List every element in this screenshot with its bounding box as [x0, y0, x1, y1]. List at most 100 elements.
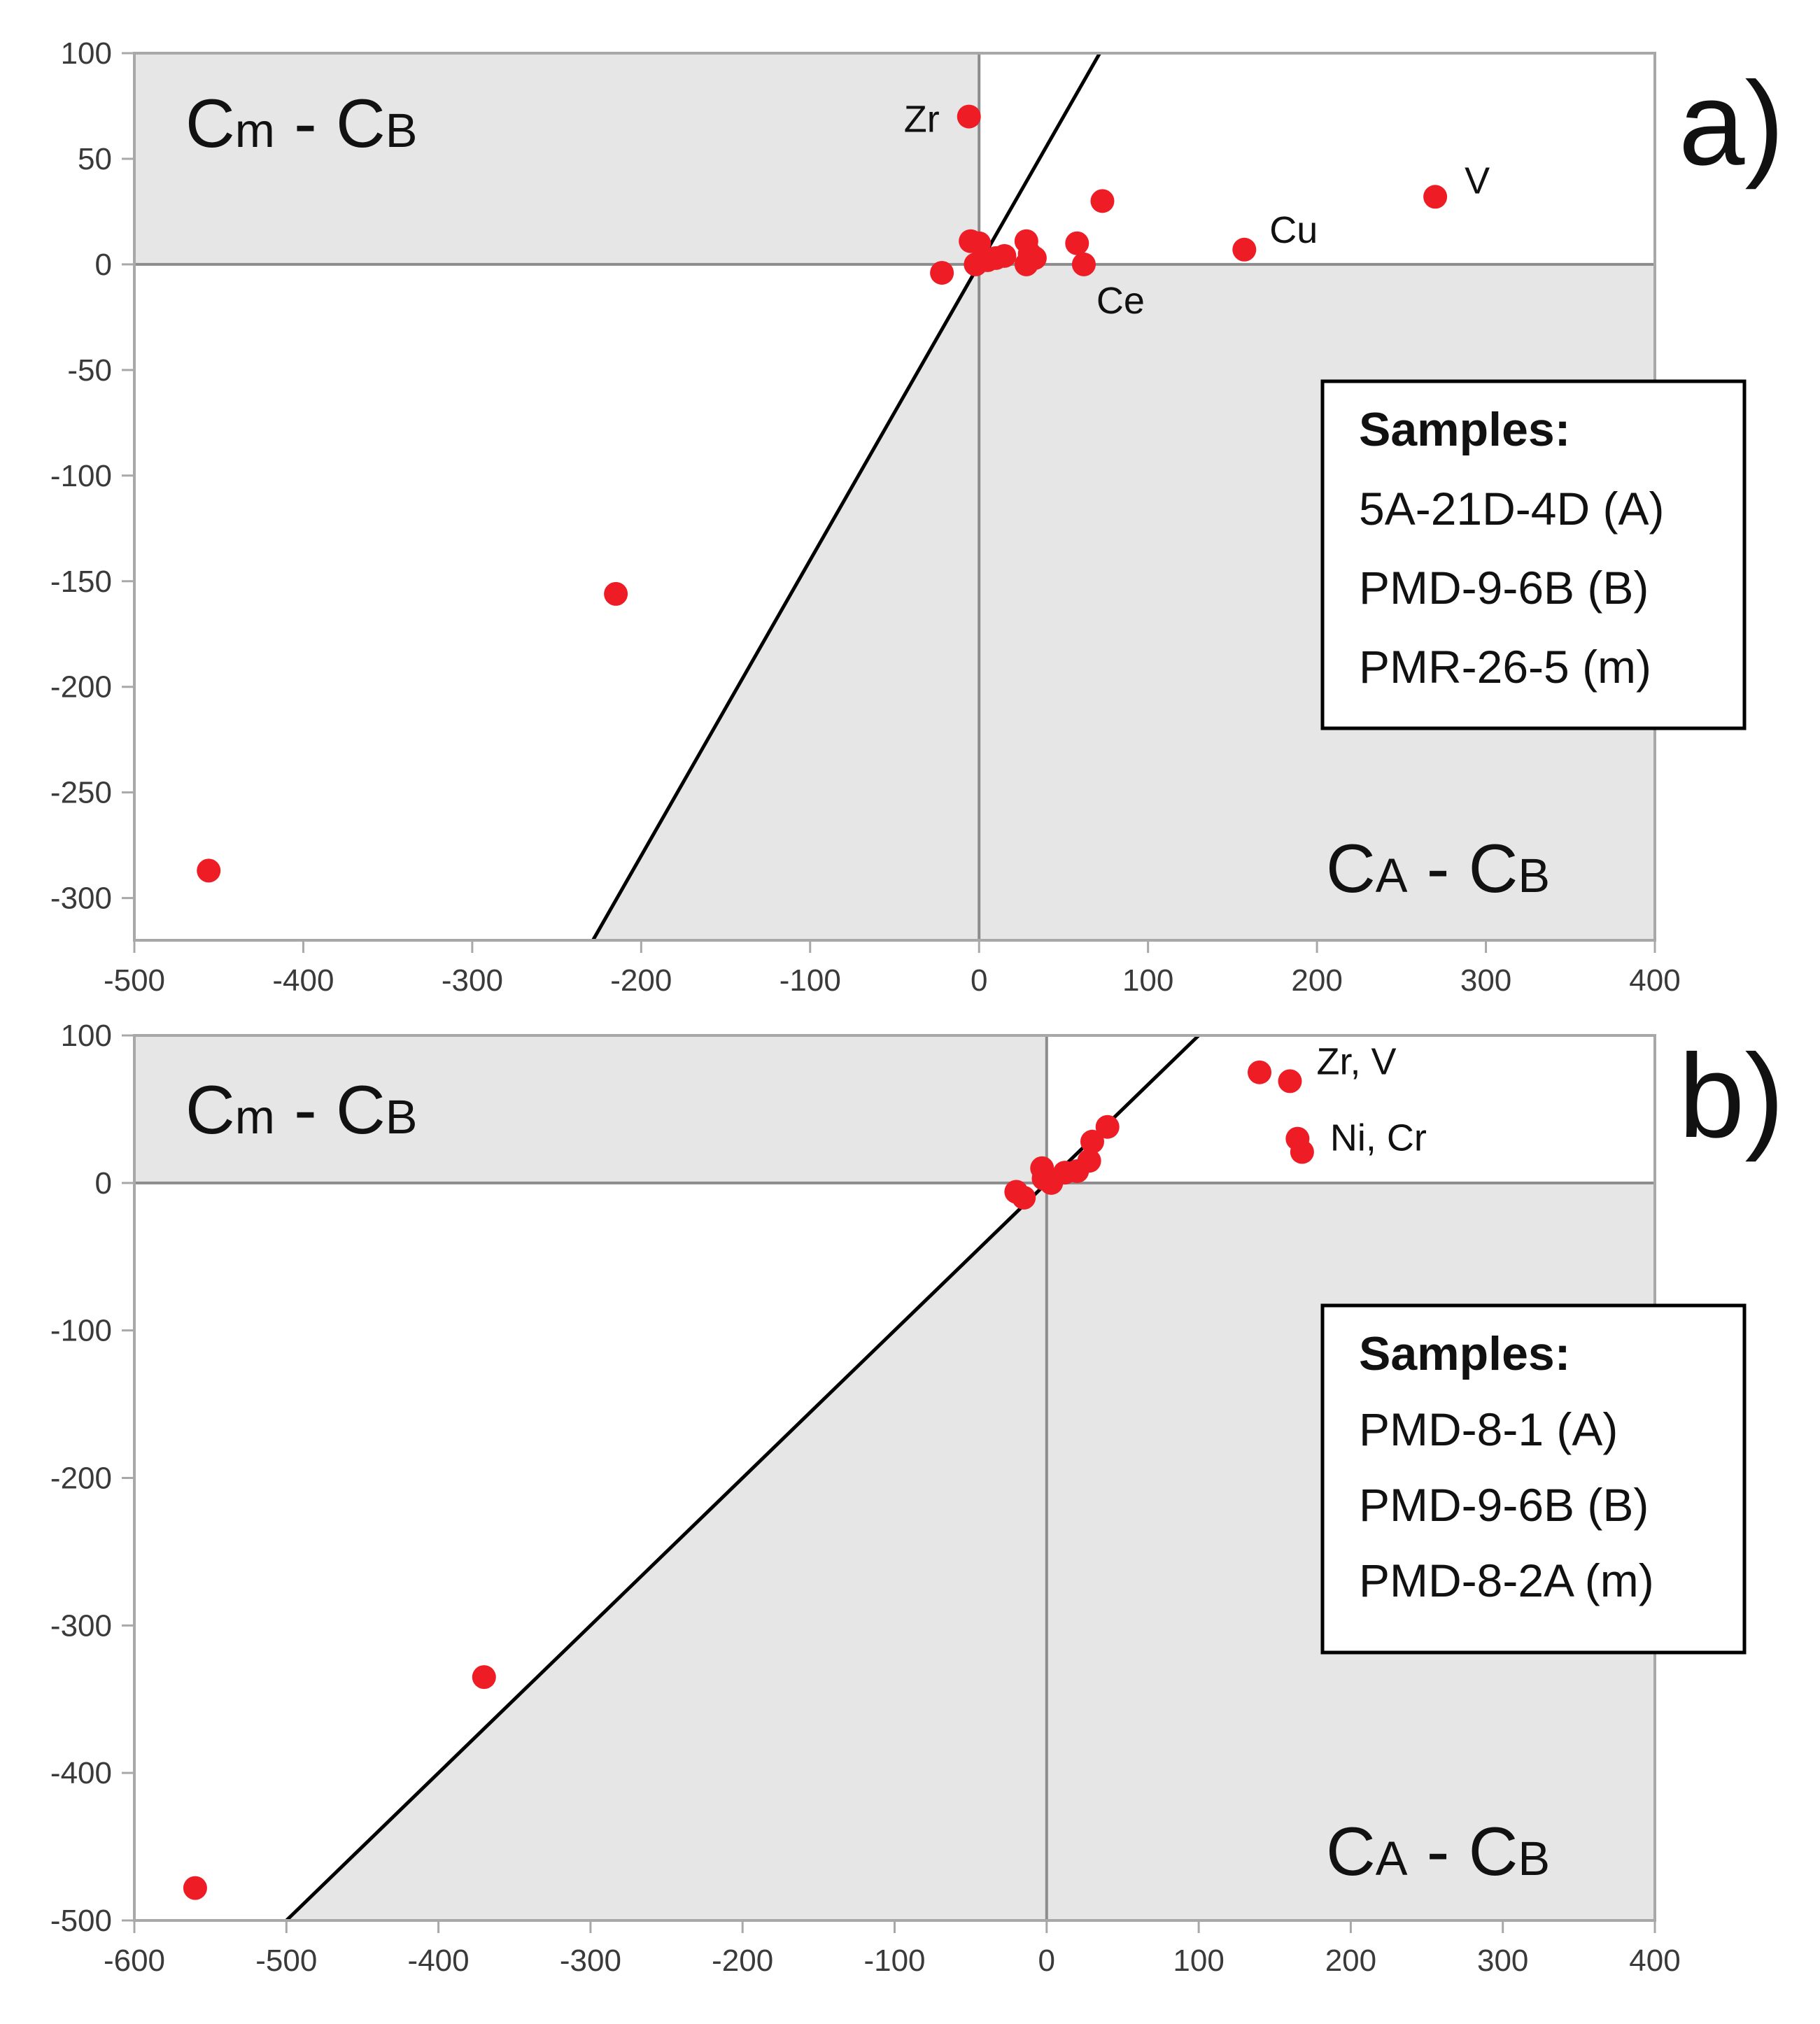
y-axis-label: Cm - CB	[185, 1071, 418, 1148]
point-label: Ni, Cr	[1330, 1117, 1427, 1159]
x-axis-label-main: C	[1326, 1813, 1376, 1890]
y-tick-label: -100	[50, 459, 112, 493]
chart-panel-b: -600 -500 -400 -300 -200 -100 0 100 200 300 400 100…	[50, 1019, 1784, 1978]
point-label: Zr, V	[1316, 1040, 1396, 1082]
shaded-region-upper-left	[134, 53, 980, 264]
legend-entry: 5A-21D-4D (A)	[1359, 483, 1664, 535]
y-tick-label: 0	[95, 248, 112, 282]
legend-entry: PMR-26-5 (m)	[1359, 641, 1651, 693]
y-tick-label: 0	[95, 1166, 112, 1201]
y-axis-label-sub2: B	[386, 1090, 418, 1144]
x-tick-label: 200	[1325, 1944, 1376, 1978]
data-point	[1290, 1140, 1314, 1164]
data-point	[1071, 252, 1096, 276]
y-axis-label-main: C	[185, 1071, 235, 1148]
data-point	[992, 243, 1017, 268]
legend-entry: PMD-8-1 (A)	[1359, 1403, 1618, 1455]
x-tick-label: 200	[1291, 963, 1342, 998]
y-tick-label: -250	[50, 776, 112, 810]
y-axis-label-mid: - C	[275, 85, 386, 162]
x-axis-label: CA - CB	[1326, 1813, 1550, 1890]
x-tick-label: -100	[863, 1944, 925, 1978]
x-tick-label: -400	[408, 1944, 470, 1978]
data-point	[1080, 1129, 1104, 1154]
shaded-region-upper-left	[134, 1035, 1047, 1183]
point-label: Zr	[904, 99, 940, 141]
y-tick-label: -200	[50, 670, 112, 705]
y-tick-label: -400	[50, 1756, 112, 1790]
data-point	[1095, 1114, 1120, 1139]
y-axis-label-sub: m	[235, 104, 275, 157]
data-point	[1278, 1069, 1302, 1094]
x-tick-label: -100	[780, 963, 841, 998]
x-axis-label-mid: - C	[1408, 1813, 1518, 1890]
x-axis-label-mid: - C	[1408, 830, 1518, 907]
legend-entry: PMD-9-6B (B)	[1359, 562, 1649, 614]
data-point	[183, 1876, 207, 1900]
point-label: V	[1465, 160, 1490, 201]
x-tick-label: -500	[104, 963, 165, 998]
x-tick-label: 300	[1460, 963, 1511, 998]
panel-label: a)	[1679, 57, 1784, 190]
x-tick-label: 400	[1629, 963, 1680, 998]
x-tick-label: -400	[272, 963, 334, 998]
data-point	[1077, 1149, 1101, 1173]
x-tick-label: -500	[255, 1944, 317, 1978]
data-point	[472, 1665, 496, 1690]
y-tick-label: -500	[50, 1904, 112, 1938]
y-axis-label-mid: - C	[275, 1071, 386, 1148]
data-point	[1232, 237, 1257, 262]
y-tick-label: -200	[50, 1462, 112, 1496]
chart-panel-a: -500 -400 -300 -200 -100 0 100 200 300 400 100 50 0 -…	[50, 36, 1784, 998]
y-axis-label-sub: m	[235, 1090, 275, 1144]
x-tick-label: 100	[1173, 1944, 1224, 1978]
data-point	[1423, 185, 1448, 209]
x-axis-label-sub2: B	[1518, 1832, 1550, 1885]
reference-line	[591, 52, 1101, 942]
x-tick-label: 100	[1122, 963, 1173, 998]
legend-box	[1320, 379, 1747, 730]
x-tick-label: 0	[1038, 1944, 1055, 1978]
legend-title: Samples:	[1359, 403, 1570, 456]
x-tick-label: 0	[971, 963, 987, 998]
data-point	[1090, 189, 1115, 213]
y-tick-label: -300	[50, 882, 112, 916]
y-axis-label: Cm - CB	[185, 85, 418, 162]
data-point	[1065, 231, 1089, 255]
legend-entry: PMD-9-6B (B)	[1359, 1479, 1649, 1531]
legend-entry: PMD-8-2A (m)	[1359, 1555, 1654, 1606]
x-tick-label: -300	[560, 1944, 621, 1978]
point-label: Cu	[1269, 209, 1318, 251]
x-tick-label: -600	[104, 1944, 165, 1978]
x-axis-label-sub2: B	[1518, 849, 1550, 903]
y-axis-label-sub2: B	[386, 104, 418, 157]
x-tick-label: 300	[1477, 1944, 1528, 1978]
data-point	[1012, 1185, 1036, 1210]
data-point	[957, 104, 981, 129]
x-axis-label: CA - CB	[1326, 830, 1550, 907]
y-tick-label: 100	[61, 1019, 112, 1053]
data-point	[1022, 246, 1047, 270]
x-tick-label: -200	[712, 1944, 773, 1978]
x-axis-label-main: C	[1326, 830, 1376, 907]
y-tick-label: 50	[78, 142, 112, 176]
legend-title: Samples:	[1359, 1327, 1570, 1380]
y-tick-label: -150	[50, 565, 112, 599]
x-tick-label: -200	[610, 963, 672, 998]
y-axis-label-main: C	[185, 85, 235, 162]
panel-label: b)	[1679, 1030, 1784, 1163]
y-tick-label: 100	[61, 36, 112, 71]
y-tick-label: -50	[67, 353, 112, 388]
point-label: Ce	[1096, 280, 1145, 322]
data-point	[1248, 1060, 1272, 1084]
x-tick-label: -300	[442, 963, 503, 998]
x-axis-label-sub: A	[1376, 849, 1408, 903]
x-tick-label: 400	[1629, 1944, 1680, 1978]
data-point	[197, 858, 221, 883]
y-tick-label: -300	[50, 1608, 112, 1643]
data-point	[930, 260, 954, 285]
data-point	[604, 581, 628, 606]
y-tick-label: -100	[50, 1314, 112, 1348]
